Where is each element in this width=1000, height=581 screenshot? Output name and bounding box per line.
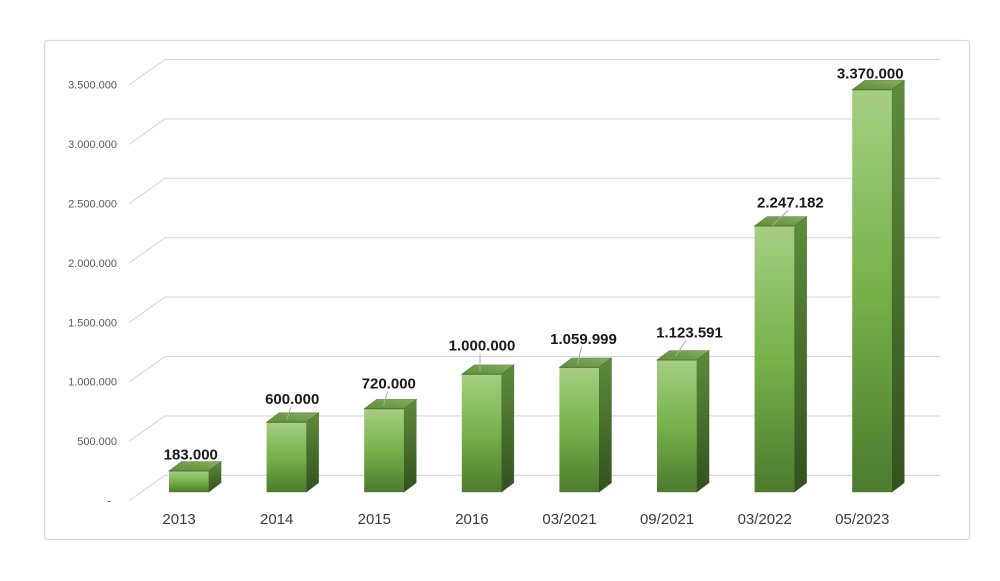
svg-text:2.500.000: 2.500.000	[68, 199, 117, 211]
svg-text:500.000: 500.000	[77, 436, 117, 448]
svg-text:03/2022: 03/2022	[738, 511, 792, 528]
svg-text:1.000.000: 1.000.000	[68, 377, 117, 389]
svg-text:3.370.000: 3.370.000	[837, 66, 904, 83]
svg-text:600.000: 600.000	[265, 391, 319, 408]
svg-text:3.000.000: 3.000.000	[68, 139, 117, 151]
svg-text:05/2023: 05/2023	[835, 511, 889, 528]
svg-text:2.000.000: 2.000.000	[68, 258, 117, 270]
svg-text:-: -	[107, 496, 111, 508]
svg-text:2016: 2016	[455, 511, 488, 528]
svg-text:1.000.000: 1.000.000	[449, 338, 516, 355]
svg-text:1.500.000: 1.500.000	[68, 317, 117, 329]
svg-text:183.000: 183.000	[164, 446, 218, 463]
svg-text:2.247.182: 2.247.182	[757, 195, 824, 212]
svg-text:09/2021: 09/2021	[640, 511, 694, 528]
svg-text:720.000: 720.000	[362, 376, 416, 393]
svg-text:1.059.999: 1.059.999	[550, 331, 617, 348]
svg-text:03/2021: 03/2021	[542, 511, 596, 528]
svg-text:3.500.000: 3.500.000	[68, 80, 117, 92]
svg-text:2014: 2014	[260, 511, 293, 528]
svg-text:2013: 2013	[162, 511, 195, 528]
svg-text:1.123.591: 1.123.591	[656, 324, 723, 341]
svg-text:2015: 2015	[358, 511, 391, 528]
